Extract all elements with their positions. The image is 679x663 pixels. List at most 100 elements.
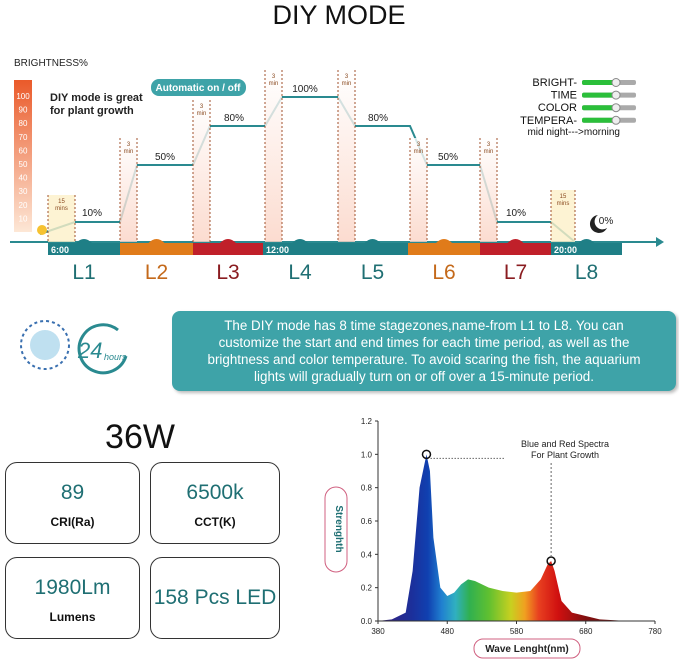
level-label: 50% [438,152,458,163]
y-tick-label: 80 [19,119,28,128]
ramp-label: 3 [487,142,491,148]
description-line: customize the start and end times for ea… [218,335,630,350]
stage-label: L5 [361,261,384,284]
peak-marker [421,449,432,460]
spectrum-area [378,454,655,621]
legend-label: TIME [551,90,577,102]
description-line: The DIY mode has 8 time stagezones,name-… [224,318,624,333]
ramp-shade [480,138,497,242]
ramp-label: mins [557,201,570,207]
wave-mark [220,239,236,243]
x-tick-label: 680 [579,627,593,636]
wave-mark [578,239,595,243]
ramp-label: min [484,149,494,155]
arrow [656,237,664,247]
slider-knob [611,115,621,125]
ramp-label: 3 [127,142,131,148]
ramp-label: 15 [58,199,65,205]
wave-mark [148,239,165,243]
level-label: 80% [368,113,388,124]
ramp-shade [120,138,137,242]
stage-bar [193,243,263,255]
note: DIY mode is great [50,92,143,104]
level-label: 80% [224,113,244,124]
slider-fill [582,80,616,85]
slider-fill [582,92,616,98]
clock-unit: hours [104,352,127,362]
slider-knob [611,90,621,100]
stage-bar [48,243,120,255]
sun-icon [37,225,47,235]
ramp-label: mins [55,206,68,212]
description-line: lights will gradually turn on or off ove… [254,369,594,384]
y-tick-label: 20 [19,201,28,210]
ramp-label: 3 [417,142,421,148]
y-tick-label: 60 [19,146,28,155]
ramp-shade [265,70,282,242]
spec-value: 158 Pcs LED [153,586,277,609]
spec-value: 89 [60,481,85,504]
title: DIY MODE [272,0,405,30]
stage-label: L8 [575,261,598,284]
ramp-label: min [342,81,352,87]
stage-label: L1 [72,261,95,284]
y-tick-label: 10 [19,214,28,223]
ramp-label: 3 [345,74,349,80]
spec-card: 6500k CCT(K) [150,462,280,544]
stage-bar [408,243,480,255]
y-tick-label: 0.2 [361,584,373,593]
y-tick-label: 50 [19,160,28,169]
stage-bar [263,243,337,255]
spec-label: CCT(K) [194,515,236,529]
clock-number: 24 [77,338,102,363]
slider-fill [582,105,616,111]
x-axis-label: Wave Lenght(nm) [485,644,569,655]
wave-mark [76,239,92,243]
ramp-shade [551,190,575,242]
stage-label: L4 [288,261,312,284]
ramp-shade [410,138,427,242]
wave-mark [292,239,308,243]
clock-icon [77,323,128,375]
spec-label: Lumens [49,610,96,624]
ylabel-box [324,486,348,573]
legend-label: BRIGHT- [532,77,577,89]
day-icon-inner [30,330,60,360]
y-tick-label: 0.0 [361,617,373,626]
level-label: 10% [506,208,526,219]
ramp-label: 3 [272,74,276,80]
xlabel-box [473,638,581,659]
legend-label: TEMPERA- [520,115,577,127]
ramp-label: 15 [560,194,567,200]
stage-label: L3 [216,261,239,284]
stage-label: L7 [504,261,527,284]
x-tick-label: 580 [510,627,524,636]
slider-knob [611,103,621,113]
y-tick-label: 70 [19,133,28,142]
axis-label: BRIGHTNESS% [14,58,88,69]
night-text: mid night--->morning [527,127,620,138]
brightness-bar [14,80,32,232]
slider-fill [582,117,616,123]
spec-card: 1980Lm Lumens [5,557,140,639]
y-tick-label: 0.4 [361,550,373,559]
slider-knob [611,78,621,87]
spec-card: 158 Pcs LED [150,557,280,639]
y-axis-label: Strenghth [333,505,344,552]
badge [151,79,246,96]
stage-bar [480,243,551,255]
stage-bar [337,243,408,255]
stage-label: L6 [432,261,455,284]
x-tick-label: 780 [648,627,662,636]
level-label: 50% [155,152,175,163]
note: for plant growth [50,105,134,117]
day-icon [20,320,70,370]
level-label: 100% [292,84,318,95]
spec-value: 6500k [186,481,244,504]
power: 36W [105,418,175,456]
ramp-shade [193,100,210,242]
badge-text: Automatic on / off [156,83,242,94]
ramp-label: min [197,111,207,117]
